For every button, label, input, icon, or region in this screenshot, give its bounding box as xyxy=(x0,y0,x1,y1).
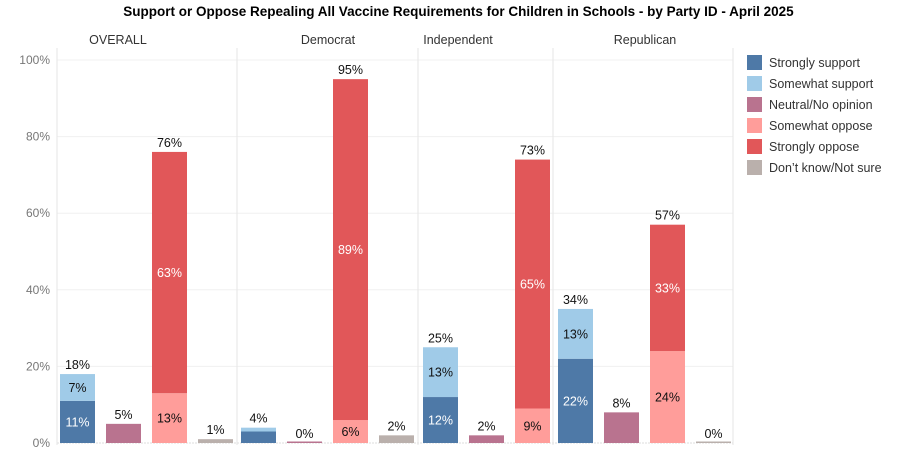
panel-header: Independent xyxy=(423,33,493,47)
legend-swatch xyxy=(747,76,762,91)
legend-item: Somewhat support xyxy=(747,73,882,94)
legend-item: Don’t know/Not sure xyxy=(747,157,882,178)
total-label: 73% xyxy=(520,144,545,158)
bar-segment xyxy=(423,397,458,443)
bar-segment xyxy=(469,435,504,443)
total-label: 34% xyxy=(563,293,588,307)
total-label: 95% xyxy=(338,63,363,77)
bar-segment xyxy=(241,427,276,432)
bar-segment xyxy=(558,358,593,443)
total-label: 25% xyxy=(428,331,453,345)
total-label: 0% xyxy=(704,427,722,441)
total-label: 8% xyxy=(612,396,630,410)
y-tick-label: 40% xyxy=(26,283,50,297)
legend-swatch xyxy=(747,97,762,112)
panel-header: Republican xyxy=(614,33,677,47)
bar-segment xyxy=(604,412,639,443)
legend-item: Strongly support xyxy=(747,52,882,73)
legend-label: Somewhat oppose xyxy=(769,118,873,133)
panel-header: Democrat xyxy=(301,33,356,47)
bar-segment xyxy=(333,79,368,421)
bar-segment xyxy=(515,408,550,443)
legend-swatch xyxy=(747,55,762,70)
legend-label: Strongly oppose xyxy=(769,139,860,154)
bar-segment xyxy=(287,441,322,443)
legend-label: Somewhat support xyxy=(769,76,874,91)
total-label: 1% xyxy=(206,423,224,437)
panel-header: OVERALL xyxy=(89,33,147,47)
bar-segment xyxy=(241,431,276,443)
legend-item: Strongly oppose xyxy=(747,136,882,157)
data-label: 13% xyxy=(563,327,588,341)
legend-swatch xyxy=(747,160,762,175)
legend-label: Don’t know/Not sure xyxy=(769,160,882,175)
y-tick-label: 100% xyxy=(19,53,50,67)
bar-segment xyxy=(423,347,458,398)
bar-segment xyxy=(696,441,731,443)
legend: Strongly support Somewhat support Neutral/… xyxy=(747,52,882,178)
legend-swatch xyxy=(747,118,762,133)
bar-segment xyxy=(515,159,550,409)
data-label: 9% xyxy=(523,419,541,433)
bar-segment xyxy=(152,151,187,394)
chart-title: Support or Oppose Repealing All Vaccine … xyxy=(123,4,794,19)
data-label: 65% xyxy=(520,278,545,292)
bar-segment xyxy=(60,400,95,443)
legend-swatch xyxy=(747,139,762,154)
data-label: 13% xyxy=(157,412,182,426)
data-label: 6% xyxy=(341,425,359,439)
data-label: 33% xyxy=(655,281,680,295)
bar-segment xyxy=(152,393,187,443)
total-label: 76% xyxy=(157,136,182,150)
legend-item: Neutral/No opinion xyxy=(747,94,882,115)
total-label: 5% xyxy=(114,408,132,422)
total-label: 0% xyxy=(295,427,313,441)
total-label: 2% xyxy=(387,419,405,433)
legend-label: Strongly support xyxy=(769,55,861,70)
legend-item: Somewhat oppose xyxy=(747,115,882,136)
legend-label: Neutral/No opinion xyxy=(769,97,873,112)
data-label: 22% xyxy=(563,394,588,408)
bar-segment xyxy=(650,351,685,443)
bar-segment xyxy=(198,439,233,443)
total-label: 2% xyxy=(477,419,495,433)
data-label: 11% xyxy=(65,415,89,429)
bar-segment xyxy=(106,423,141,443)
bar-segment xyxy=(650,224,685,352)
data-label: 63% xyxy=(157,266,182,280)
bar-segment xyxy=(379,435,414,443)
data-label: 89% xyxy=(338,243,363,257)
total-label: 4% xyxy=(249,412,267,426)
bar-segment xyxy=(333,420,368,443)
y-tick-label: 0% xyxy=(33,436,51,450)
bar-segment xyxy=(60,374,95,401)
y-tick-label: 20% xyxy=(26,359,50,373)
total-label: 18% xyxy=(65,358,90,372)
data-label: 12% xyxy=(428,414,453,428)
data-label: 13% xyxy=(428,366,453,380)
y-tick-label: 80% xyxy=(26,130,50,144)
data-label: 7% xyxy=(68,381,86,395)
bar-segment xyxy=(558,308,593,359)
y-tick-label: 60% xyxy=(26,206,50,220)
data-label: 24% xyxy=(655,391,680,405)
total-label: 57% xyxy=(655,209,680,223)
